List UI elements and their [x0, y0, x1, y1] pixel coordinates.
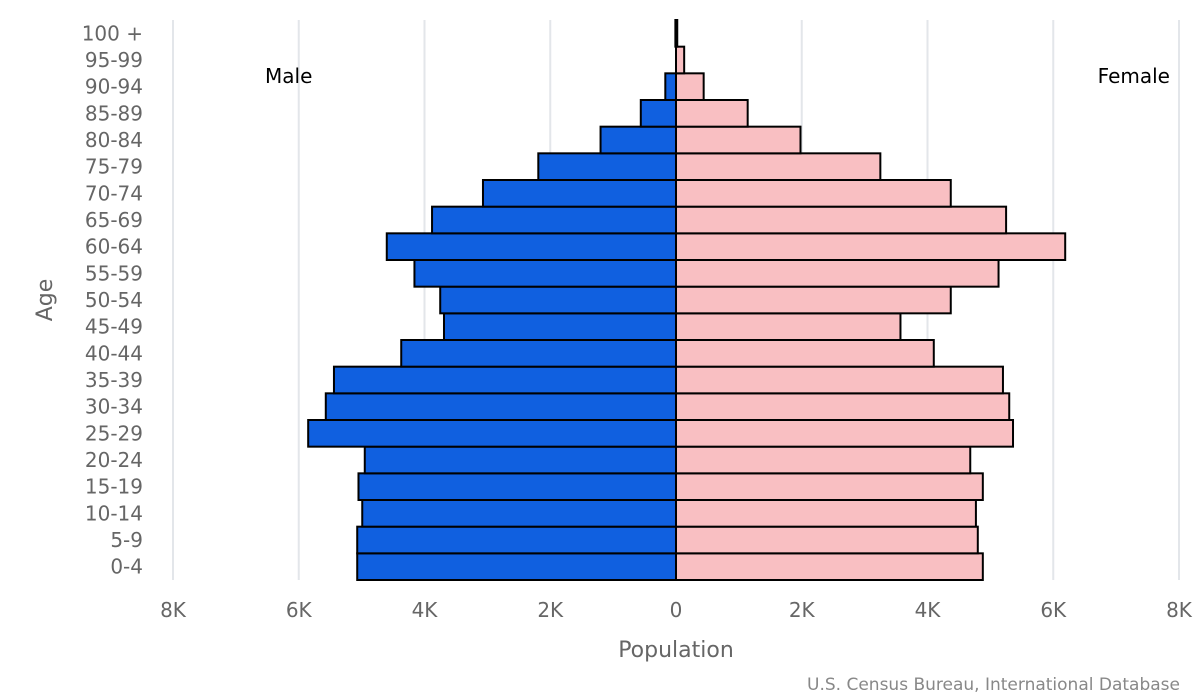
y-tick-label: 10-14	[85, 501, 143, 525]
bar-male-20-24	[363, 445, 677, 475]
bar-female-45-49	[675, 312, 902, 342]
bar-female-40-44	[675, 339, 935, 368]
y-tick-label: 5-9	[110, 528, 143, 552]
y-tick-label: 75-79	[85, 155, 143, 179]
x-tick-label: 6K	[286, 598, 313, 622]
bar-female-15-19	[675, 472, 984, 502]
y-tick-label: 60-64	[85, 235, 143, 259]
bar-male-15-19	[357, 472, 677, 502]
female-label: Female	[1098, 64, 1170, 88]
bar-male-65-69	[431, 205, 678, 235]
bar-female-60-64	[675, 232, 1067, 261]
bar-female-30-34	[675, 392, 1011, 422]
x-tick-label: 4K	[412, 598, 439, 622]
y-tick-label: 20-24	[85, 448, 143, 472]
y-tick-label: 65-69	[85, 208, 143, 232]
bar-female-75-79	[675, 152, 882, 181]
bar-male-25-29	[307, 419, 677, 448]
bar-female-0-4	[675, 552, 984, 581]
bar-male-55-59	[413, 259, 677, 288]
bar-male-80-84	[599, 125, 677, 155]
bar-male-70-74	[481, 179, 677, 208]
source-credit: U.S. Census Bureau, International Databa…	[807, 675, 1180, 695]
bar-female-85-89	[675, 99, 749, 128]
y-tick-label: 0-4	[110, 555, 143, 579]
y-tick-label: 85-89	[85, 101, 143, 125]
bar-female-50-54	[675, 285, 952, 315]
bar-male-35-39	[332, 365, 677, 395]
y-tick-label: 55-59	[85, 261, 143, 285]
bar-female-20-24	[675, 445, 972, 475]
bar-female-70-74	[675, 179, 952, 208]
y-tick-label: 90-94	[85, 75, 143, 99]
bar-male-90-94	[664, 72, 678, 102]
bar-male-30-34	[324, 392, 677, 422]
x-axis-title: Population	[618, 638, 734, 663]
bar-male-50-54	[439, 285, 677, 315]
x-tick-label: 8K	[160, 598, 187, 622]
y-tick-label: 80-84	[85, 128, 143, 152]
bar-female-90-94	[675, 72, 705, 102]
bar-female-5-9	[675, 525, 979, 555]
male-label: Male	[265, 64, 312, 88]
bar-male-5-9	[356, 525, 677, 555]
y-tick-label: 45-49	[85, 315, 143, 339]
bar-male-75-79	[537, 152, 678, 181]
bar-male-60-64	[385, 232, 677, 261]
y-tick-label: 35-39	[85, 368, 143, 392]
y-tick-label: 25-29	[85, 421, 143, 445]
x-tick-label: 0	[670, 598, 683, 622]
bars	[307, 19, 1067, 581]
x-tick-label: 6K	[1040, 598, 1067, 622]
x-tick-label: 2K	[789, 598, 816, 622]
bar-male-85-89	[639, 99, 677, 128]
y-tick-label: 15-19	[85, 475, 143, 499]
bar-female-65-69	[675, 205, 1008, 235]
bar-male-0-4	[356, 552, 677, 581]
y-tick-label: 40-44	[85, 341, 143, 365]
x-axis-tick-labels: 8K 6K 4K 2K 0 2K 4K 6K 8K	[160, 598, 1193, 622]
y-tick-label: 70-74	[85, 181, 143, 205]
bar-male-10-14	[361, 499, 677, 528]
y-tick-label: 100 +	[82, 21, 143, 45]
bar-male-40-44	[400, 339, 677, 368]
y-tick-label: 95-99	[85, 48, 143, 72]
bar-female-55-59	[675, 259, 1000, 288]
bar-female-95-99	[675, 45, 686, 75]
bar-female-25-29	[675, 419, 1015, 448]
bar-female-80-84	[675, 125, 802, 155]
x-tick-label: 4K	[915, 598, 942, 622]
x-tick-label: 8K	[1166, 598, 1193, 622]
y-tick-label: 30-34	[85, 395, 143, 419]
bar-female-10-14	[675, 499, 977, 528]
y-tick-label: 50-54	[85, 288, 143, 312]
bar-male-45-49	[442, 312, 677, 342]
bar-female-35-39	[675, 365, 1004, 395]
y-axis-title: Age	[33, 279, 58, 322]
x-tick-label: 2K	[537, 598, 564, 622]
